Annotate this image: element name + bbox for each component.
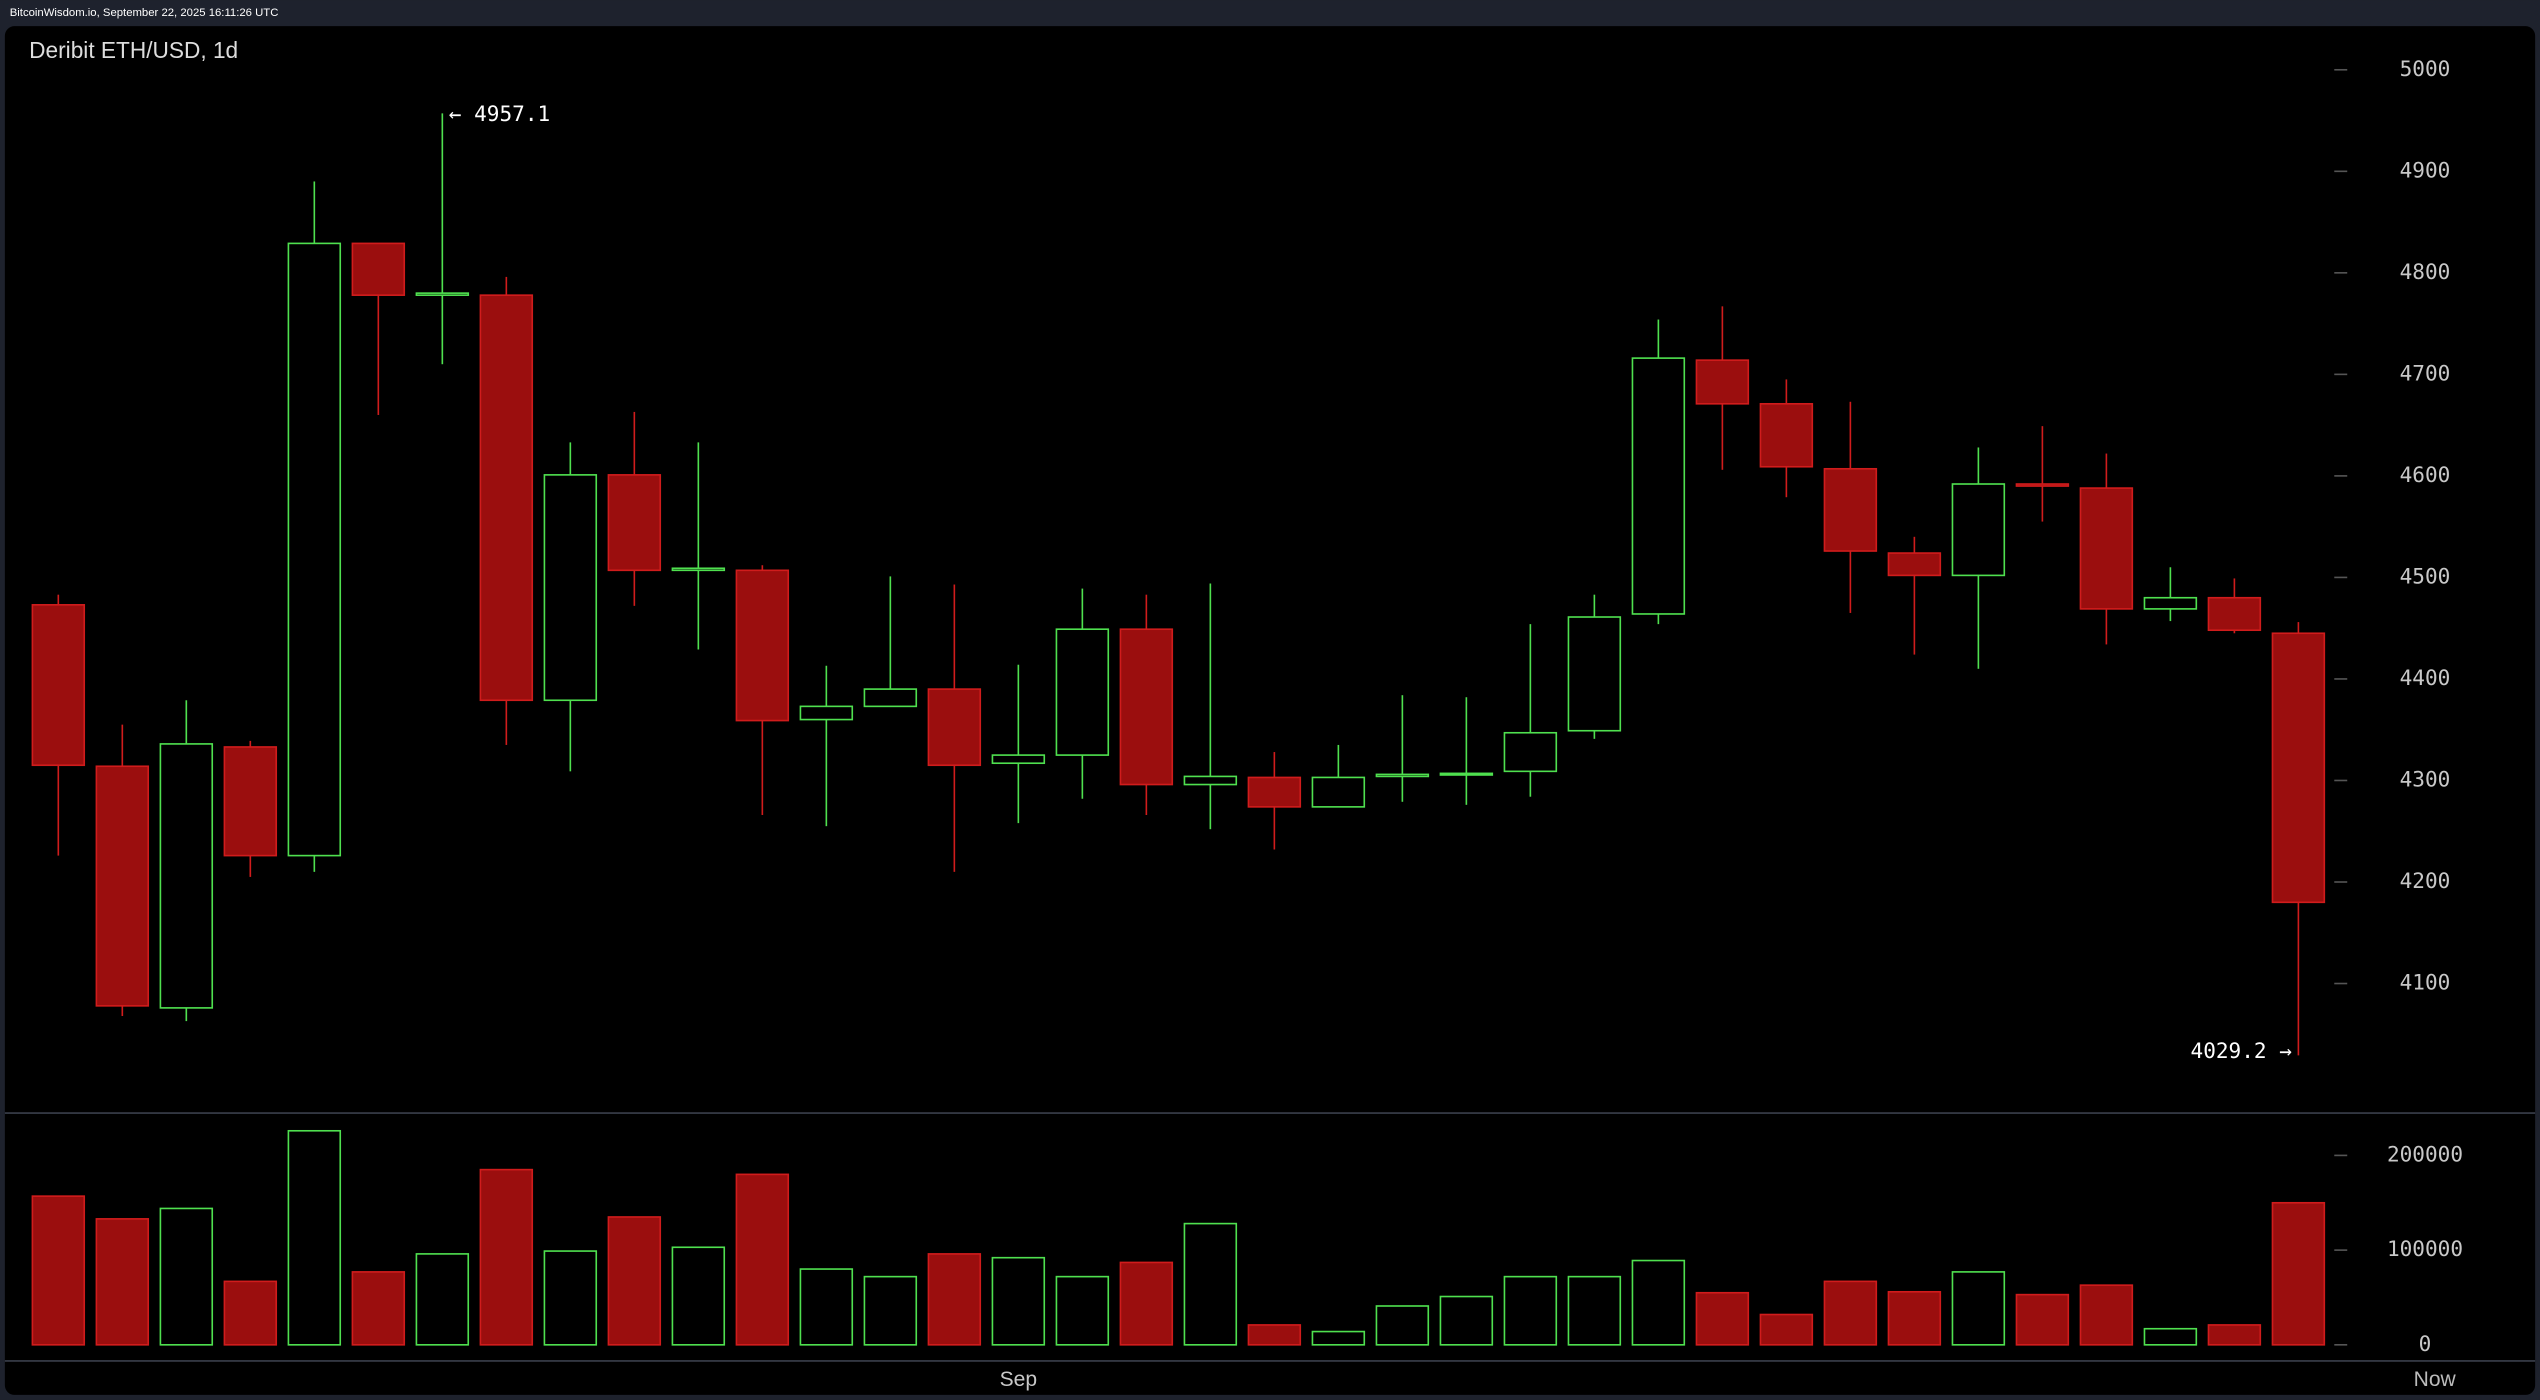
volume-bar [1631,1259,1686,1346]
volume-bar [479,1168,534,1346]
volume-bar [1887,1290,1942,1346]
volume-bar [1119,1261,1174,1346]
candle-body [2271,632,2326,904]
candle-body [1951,483,2006,577]
candle-body [607,474,662,572]
min-annotation: 4029.2 → [2191,1038,2292,1063]
volume-bar [1439,1295,1494,1346]
volume-bar [351,1271,406,1346]
volume-bar [1183,1222,1238,1346]
y-tick-label: 5000 [2400,56,2451,81]
candle-body [1119,628,1174,786]
volume-bar [2079,1284,2134,1346]
candle-body [2143,596,2198,610]
volume-bar [1759,1313,1814,1346]
candle-body [223,746,278,857]
candle-body [1503,731,1558,773]
y-tick-label: 4100 [2400,970,2451,995]
volume-bar [1503,1275,1558,1346]
chart-title: Deribit ETH/USD, 1d [29,37,238,63]
candle-body [2079,487,2134,610]
y-tick-label: 4300 [2400,766,2451,791]
volume-bar [95,1218,150,1346]
volume-bar [1695,1291,1750,1346]
candle-body [991,754,1046,765]
volume-bar [1567,1275,1622,1346]
volume-bar [2207,1324,2262,1346]
candle-body [1247,776,1302,808]
candle-body [159,743,214,1009]
y-tick-label: 4900 [2400,157,2451,182]
volume-bar [1375,1305,1430,1346]
y-tick-label: 100000 [2387,1236,2463,1261]
candle-body [1567,616,1622,732]
volume-bar [287,1129,342,1346]
candle-body [1439,772,1494,776]
volume-bar [735,1173,790,1346]
candle-body [1055,628,1110,756]
candle-body [543,474,598,702]
y-tick-label: 200000 [2387,1141,2463,1166]
candle-body [287,242,342,857]
candle-body [31,604,86,767]
candle-body [415,292,470,296]
candle-body [1311,776,1366,808]
y-tick-label: 4800 [2400,259,2451,284]
volume-bar [543,1250,598,1346]
volume-bar [159,1207,214,1346]
candle-body [351,242,406,296]
volume-bar [2015,1293,2070,1346]
candle-body [95,765,150,1007]
volume-bar [863,1275,918,1346]
volume-bar [799,1268,854,1346]
volume-bar [2143,1327,2198,1346]
volume-bar [927,1253,982,1346]
volume-bar [991,1256,1046,1346]
candle-body [2015,483,2070,487]
candle-body [1759,402,1814,468]
max-annotation: ← 4957.1 [449,101,550,126]
candle-body [2207,596,2262,632]
x-tick-label: Sep [1000,1368,1037,1391]
candle-body [1695,359,1750,405]
volume-bar [671,1246,726,1346]
candle-body [1375,773,1430,778]
volume-bar [1951,1271,2006,1346]
chart-panel [4,26,2536,1395]
candle-body [1631,357,1686,615]
candle-body [927,688,982,767]
volume-bar [415,1253,470,1346]
y-tick-label: 4200 [2400,868,2451,893]
volume-bar [1823,1280,1878,1346]
volume-bar [31,1195,86,1346]
y-tick-label: 4700 [2400,360,2451,385]
candle-body [1887,552,1942,577]
y-tick-label: 4500 [2400,563,2451,588]
volume-bar [1055,1275,1110,1346]
now-label: Now [2414,1368,2457,1391]
candle-body [1823,467,1878,552]
candle-body [799,705,854,721]
y-tick-label: 0 [2419,1331,2432,1356]
candle-body [863,688,918,708]
candle-body [735,569,790,722]
candle-body [671,567,726,572]
candle-body [1183,775,1238,786]
volume-bar [1247,1324,1302,1346]
header-text: BitcoinWisdom.io, September 22, 2025 16:… [10,7,279,19]
volume-bar [223,1280,278,1346]
y-tick-label: 4400 [2400,665,2451,690]
y-tick-label: 4600 [2400,462,2451,487]
volume-bar [2271,1201,2326,1346]
volume-bar [1311,1330,1366,1346]
candle-body [479,294,534,702]
volume-bar [607,1216,662,1346]
